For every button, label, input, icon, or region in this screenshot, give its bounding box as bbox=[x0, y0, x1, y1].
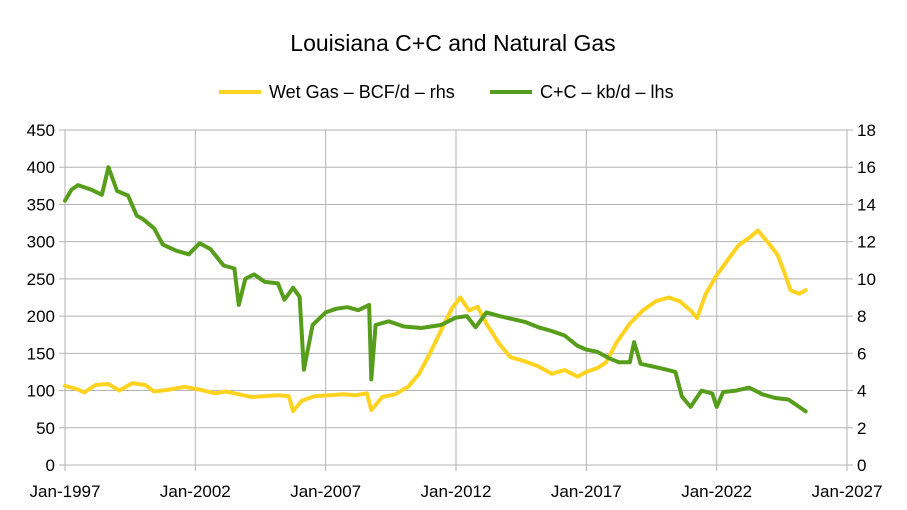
gridlines bbox=[64, 129, 848, 466]
right-tick-label: 2 bbox=[857, 419, 866, 438]
legend: Wet Gas – BCF/d – rhs C+C – kb/d – lhs bbox=[219, 82, 674, 102]
series-lines bbox=[63, 165, 808, 414]
left-tick-label: 200 bbox=[27, 307, 55, 326]
left-tick-label: 50 bbox=[36, 419, 55, 438]
chart-title: Louisiana C+C and Natural Gas bbox=[290, 30, 615, 56]
x-tick-label: Jan-2012 bbox=[421, 482, 492, 501]
right-tick-label: 18 bbox=[857, 121, 876, 140]
left-tick-label: 400 bbox=[27, 158, 55, 177]
right-tick-label: 0 bbox=[857, 456, 866, 475]
left-tick-label: 100 bbox=[27, 382, 55, 401]
series-line-wet-gas bbox=[63, 228, 808, 413]
x-tick-label: Jan-2007 bbox=[290, 482, 361, 501]
left-tick-label: 0 bbox=[46, 456, 55, 475]
right-tick-label: 6 bbox=[857, 344, 866, 363]
right-tick-label: 10 bbox=[857, 270, 876, 289]
left-tick-label: 300 bbox=[27, 233, 55, 252]
x-tick-label: Jan-2002 bbox=[160, 482, 231, 501]
right-axis-ticks: 0 2 4 6 8 10 12 14 16 18 bbox=[857, 121, 876, 475]
x-tick-label: Jan-2022 bbox=[681, 482, 752, 501]
x-tick-label: Jan-1997 bbox=[30, 482, 101, 501]
left-tick-label: 450 bbox=[27, 121, 55, 140]
x-tick-label: Jan-2017 bbox=[551, 482, 622, 501]
left-tick-label: 350 bbox=[27, 195, 55, 214]
right-tick-label: 12 bbox=[857, 233, 876, 252]
right-tick-label: 16 bbox=[857, 158, 876, 177]
legend-label-cc: C+C – kb/d – lhs bbox=[540, 82, 674, 102]
legend-label-wet-gas: Wet Gas – BCF/d – rhs bbox=[269, 82, 455, 102]
left-tick-label: 250 bbox=[27, 270, 55, 289]
x-tick-label: Jan-2027 bbox=[812, 482, 883, 501]
left-tick-label: 150 bbox=[27, 344, 55, 363]
x-axis-ticks: Jan-1997 Jan-2002 Jan-2007 Jan-2012 Jan-2017… bbox=[30, 482, 883, 501]
right-tick-label: 4 bbox=[857, 382, 866, 401]
series-line-cc bbox=[63, 165, 808, 414]
right-tick-label: 14 bbox=[857, 195, 876, 214]
axes bbox=[59, 129, 853, 471]
right-tick-label: 8 bbox=[857, 307, 866, 326]
left-axis-ticks: 0 50 100 150 200 250 300 350 400 450 bbox=[27, 121, 55, 475]
